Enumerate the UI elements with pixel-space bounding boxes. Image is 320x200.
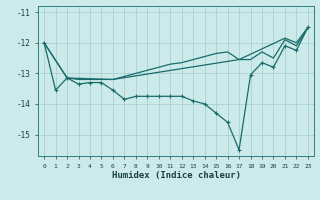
- X-axis label: Humidex (Indice chaleur): Humidex (Indice chaleur): [111, 171, 241, 180]
